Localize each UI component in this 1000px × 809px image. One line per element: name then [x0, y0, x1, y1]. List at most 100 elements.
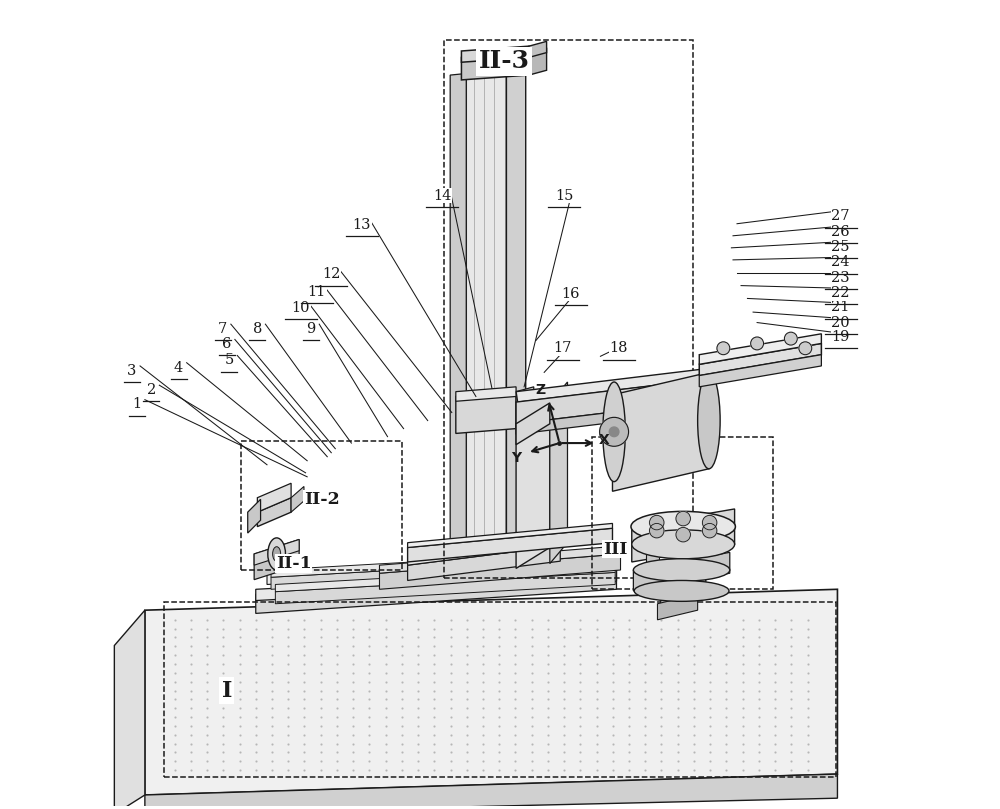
- Ellipse shape: [698, 372, 720, 468]
- Ellipse shape: [268, 538, 285, 570]
- Polygon shape: [379, 554, 621, 589]
- Text: 6: 6: [222, 337, 232, 351]
- Ellipse shape: [603, 382, 625, 481]
- Circle shape: [609, 427, 619, 437]
- Text: 5: 5: [225, 354, 234, 367]
- Polygon shape: [408, 542, 560, 565]
- Circle shape: [799, 342, 812, 354]
- Polygon shape: [114, 610, 145, 809]
- Polygon shape: [145, 774, 837, 809]
- Polygon shape: [145, 589, 837, 795]
- Text: 8: 8: [253, 322, 262, 336]
- Bar: [164, 602, 836, 777]
- Text: 9: 9: [307, 322, 316, 336]
- Text: 22: 22: [831, 286, 850, 300]
- Polygon shape: [516, 400, 709, 434]
- Text: 21: 21: [831, 300, 850, 314]
- Ellipse shape: [632, 530, 735, 559]
- Text: 3: 3: [127, 364, 137, 378]
- Polygon shape: [275, 565, 615, 591]
- Polygon shape: [550, 382, 567, 564]
- Polygon shape: [254, 540, 299, 580]
- Circle shape: [676, 511, 690, 526]
- Polygon shape: [677, 548, 690, 574]
- Text: II-1: II-1: [276, 555, 311, 572]
- Polygon shape: [516, 387, 534, 429]
- Text: II-2: II-2: [304, 491, 339, 508]
- Polygon shape: [516, 379, 709, 424]
- Text: 13: 13: [353, 218, 371, 231]
- Polygon shape: [657, 594, 698, 620]
- Circle shape: [702, 515, 717, 530]
- Text: 7: 7: [218, 322, 227, 336]
- Polygon shape: [408, 523, 612, 548]
- Circle shape: [751, 337, 764, 349]
- Polygon shape: [529, 48, 547, 75]
- Polygon shape: [633, 553, 730, 591]
- Text: 4: 4: [174, 361, 183, 375]
- Polygon shape: [257, 483, 291, 512]
- Text: 10: 10: [291, 301, 310, 315]
- Ellipse shape: [273, 547, 281, 561]
- Polygon shape: [516, 368, 711, 402]
- Text: I: I: [222, 680, 232, 701]
- Text: 23: 23: [831, 270, 850, 285]
- Polygon shape: [612, 372, 709, 491]
- Circle shape: [650, 515, 664, 530]
- Polygon shape: [408, 528, 612, 562]
- Polygon shape: [456, 387, 516, 401]
- Text: 17: 17: [553, 341, 572, 355]
- Polygon shape: [632, 509, 735, 562]
- Polygon shape: [699, 354, 821, 387]
- Polygon shape: [271, 558, 611, 589]
- Polygon shape: [516, 403, 550, 445]
- Text: 20: 20: [831, 316, 850, 329]
- Text: 26: 26: [831, 225, 850, 239]
- Text: 11: 11: [308, 285, 326, 299]
- Polygon shape: [529, 41, 547, 57]
- Text: 18: 18: [610, 341, 628, 355]
- Text: 1: 1: [132, 397, 141, 412]
- Bar: [592, 437, 773, 589]
- Polygon shape: [257, 498, 291, 527]
- Polygon shape: [516, 403, 550, 569]
- Polygon shape: [256, 570, 616, 613]
- Text: 15: 15: [555, 188, 573, 202]
- Circle shape: [650, 523, 664, 538]
- Ellipse shape: [633, 559, 730, 581]
- Polygon shape: [699, 334, 821, 364]
- Bar: [444, 40, 693, 578]
- Text: Y: Y: [511, 451, 521, 464]
- Polygon shape: [275, 573, 615, 604]
- Polygon shape: [291, 486, 304, 512]
- Circle shape: [676, 527, 690, 542]
- Polygon shape: [408, 546, 560, 580]
- Bar: [241, 442, 402, 570]
- Text: 19: 19: [831, 330, 850, 344]
- Text: II-3: II-3: [479, 49, 530, 74]
- Text: Z: Z: [535, 383, 545, 397]
- Ellipse shape: [631, 511, 735, 542]
- Polygon shape: [506, 64, 526, 548]
- Polygon shape: [699, 344, 821, 375]
- Polygon shape: [461, 46, 529, 62]
- Polygon shape: [256, 570, 616, 600]
- Polygon shape: [661, 578, 706, 610]
- Polygon shape: [461, 53, 529, 80]
- Text: III: III: [603, 540, 627, 557]
- Polygon shape: [379, 546, 621, 574]
- Polygon shape: [450, 74, 466, 554]
- Polygon shape: [254, 540, 299, 565]
- Text: 14: 14: [433, 188, 451, 202]
- Circle shape: [600, 417, 629, 447]
- Text: 12: 12: [322, 267, 340, 282]
- Polygon shape: [646, 544, 659, 570]
- Text: X: X: [599, 433, 610, 447]
- Polygon shape: [456, 392, 516, 434]
- Circle shape: [702, 523, 717, 538]
- Polygon shape: [248, 499, 261, 533]
- Text: 24: 24: [831, 256, 850, 269]
- Text: 25: 25: [831, 240, 850, 254]
- Polygon shape: [466, 69, 506, 553]
- Polygon shape: [267, 554, 612, 584]
